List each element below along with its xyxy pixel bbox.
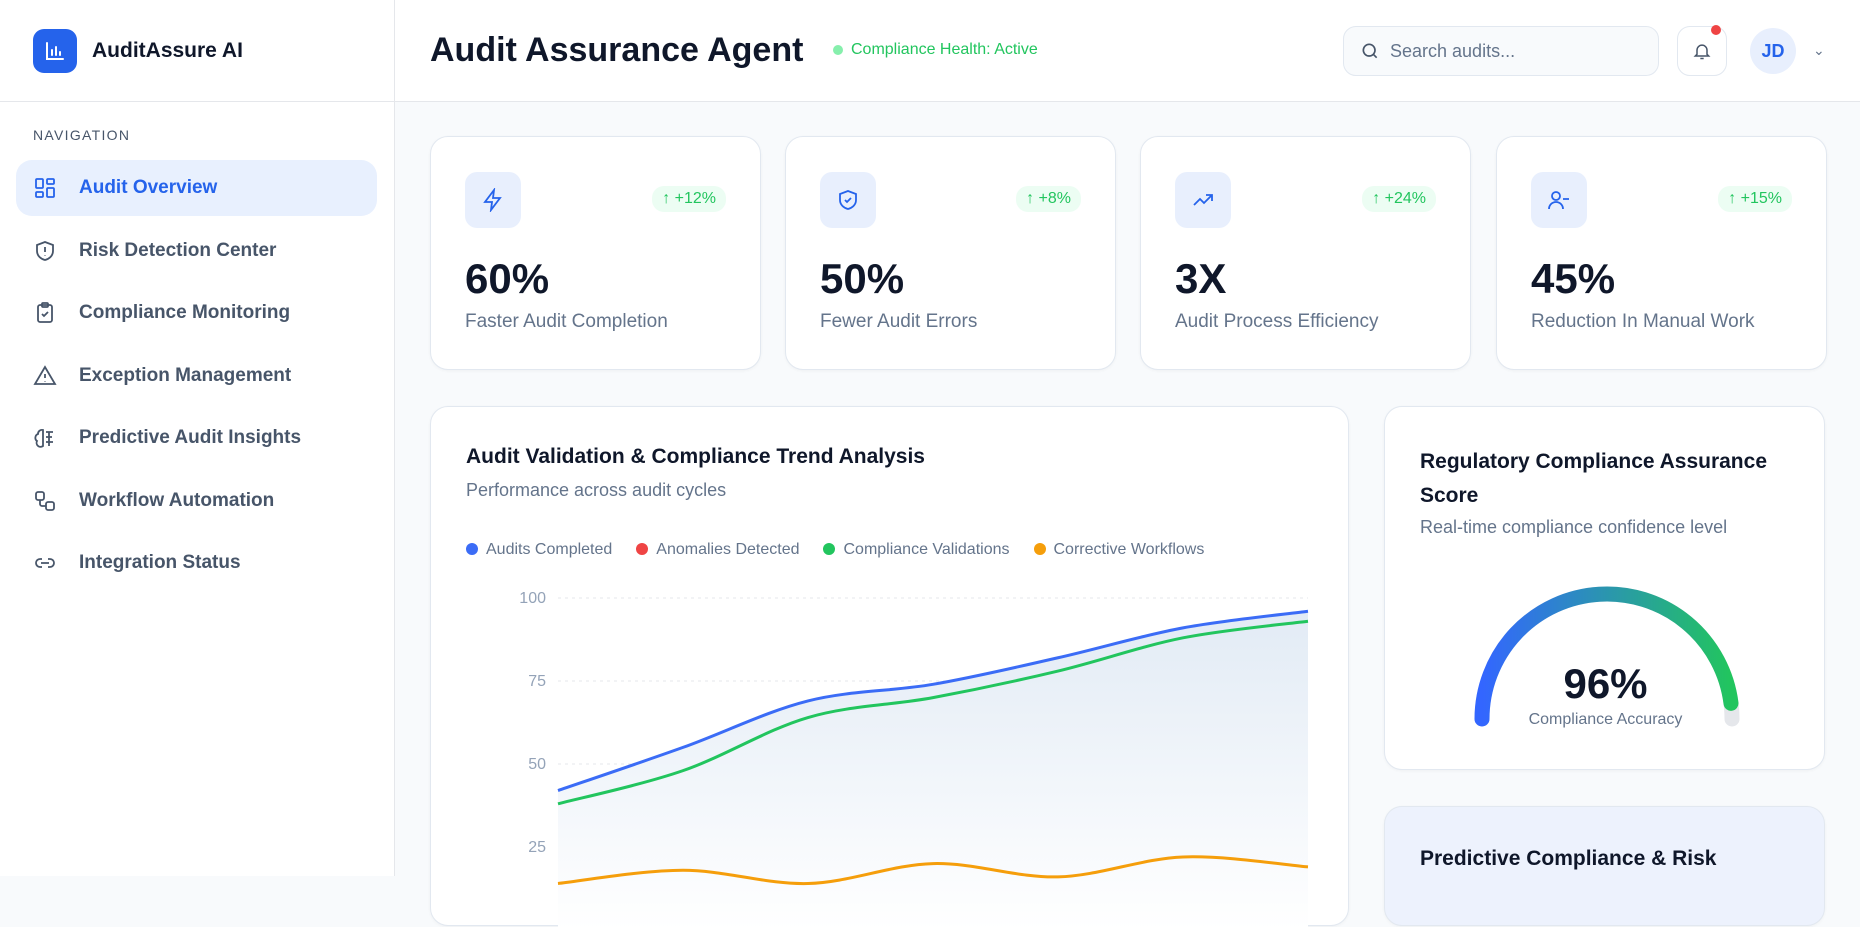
gauge: [1474, 586, 1740, 727]
gauge-title: Regulatory Compliance Assurance Score: [1420, 450, 1767, 507]
predictive-risk-card: Predictive Compliance & Risk: [1384, 806, 1825, 926]
legend-dot-icon: [1033, 543, 1046, 555]
status-badge: Compliance Health: Active: [833, 41, 1038, 59]
notification-dot: [1711, 25, 1721, 35]
change-badge: ↑ +8%: [1016, 186, 1081, 212]
sidebar-item-predictive-insights[interactable]: Predictive Audit Insights: [16, 410, 377, 466]
y-tick-label: 50: [528, 756, 546, 773]
legend-dot-icon: [636, 543, 649, 555]
stat-card: ↑ +15% 45% Reduction In Manual Work: [1496, 136, 1827, 370]
change-badge: ↑ +15%: [1718, 186, 1792, 212]
chart-title: Audit Validation & Compliance Trend Anal…: [466, 445, 925, 468]
y-tick-label: 25: [528, 839, 546, 856]
brand: AuditAssure AI: [0, 0, 394, 102]
stat-card: ↑ +24% 3X Audit Process Efficiency: [1140, 136, 1471, 370]
search-icon: [1362, 43, 1378, 59]
sidebar-item-label: Compliance Monitoring: [79, 302, 291, 323]
notifications-button[interactable]: [1677, 25, 1727, 76]
stat-value: 3X: [1175, 255, 1227, 302]
clipboard-check-icon: [37, 302, 53, 323]
status-text: Compliance Health: Active: [851, 41, 1038, 58]
search-box[interactable]: [1343, 26, 1659, 76]
header: Audit Assurance Agent Compliance Health:…: [395, 0, 1860, 102]
chart-legend: Audits Completed Anomalies Detected Compli…: [466, 541, 1204, 559]
sidebar-item-label: Predictive Audit Insights: [79, 427, 302, 448]
series-line-corrective-workflows: [557, 855, 1309, 886]
brain-icon: [34, 429, 53, 448]
search-input[interactable]: [1390, 40, 1640, 62]
chevron-down-icon[interactable]: ⌄: [1813, 42, 1825, 58]
sidebar-item-label: Exception Management: [79, 364, 292, 386]
sidebar-item-label: Workflow Automation: [79, 489, 275, 511]
sidebar-item-workflow-automation[interactable]: Workflow Automation: [16, 473, 377, 529]
gauge-fill: [1474, 586, 1739, 727]
user-minus-icon: [1531, 172, 1587, 228]
sidebar-item-exception-management[interactable]: Exception Management: [16, 348, 377, 404]
legend-dot-icon: [823, 543, 836, 555]
shield-alert-icon: [36, 240, 54, 261]
legend-label: Compliance Validations: [843, 541, 1010, 558]
brand-name: AuditAssure AI: [92, 38, 243, 62]
zap-icon: [465, 172, 521, 228]
legend-item[interactable]: Compliance Validations: [823, 541, 1010, 559]
series-line-audits-completed: [557, 609, 1309, 792]
sidebar: AuditAssure AI NAVIGATION Audit Overview…: [0, 0, 395, 876]
legend-label: Audits Completed: [486, 541, 613, 558]
stat-card: ↑ +8% 50% Fewer Audit Errors: [785, 136, 1116, 370]
workflow-icon: [35, 490, 55, 511]
y-tick-label: 75: [528, 673, 546, 690]
change-badge: ↑ +24%: [1362, 186, 1436, 212]
stat-label: Faster Audit Completion: [465, 311, 668, 332]
trend-chart: 25 50 75 100: [519, 590, 1309, 927]
compliance-score-card: Regulatory Compliance Assurance Score Re…: [1384, 406, 1825, 770]
gauge-subtitle: Real-time compliance confidence level: [1420, 517, 1728, 537]
gauge-label: Compliance Accuracy: [1528, 711, 1683, 728]
area-fill: [558, 611, 1308, 927]
status-dot-icon: [833, 45, 843, 55]
gauge-value: 96%: [1563, 660, 1648, 707]
legend-item[interactable]: Anomalies Detected: [636, 541, 799, 559]
sidebar-item-label: Audit Overview: [79, 177, 218, 198]
legend-label: Corrective Workflows: [1053, 541, 1205, 558]
sidebar-nav: Audit Overview Risk Detection Center Com…: [16, 160, 377, 598]
link-icon: [35, 558, 55, 568]
trend-chart-card: 25 50 75 100 Audit Validation & Compliance …: [430, 406, 1349, 927]
sidebar-item-integration-status[interactable]: Integration Status: [16, 535, 377, 591]
legend-item[interactable]: Audits Completed: [466, 541, 612, 559]
stat-value: 45%: [1531, 255, 1616, 302]
sidebar-item-label: Integration Status: [79, 552, 241, 573]
page-title: Audit Assurance Agent: [430, 31, 804, 69]
stat-label: Fewer Audit Errors: [820, 311, 978, 332]
sidebar-item-audit-overview[interactable]: Audit Overview: [16, 160, 377, 216]
bar-chart-logo-icon: [33, 28, 77, 73]
warning-triangle-icon: [33, 364, 57, 385]
predictive-title: Predictive Compliance & Risk: [1420, 847, 1717, 870]
shield-check-icon: [820, 172, 876, 228]
series-line-compliance-validations: [557, 619, 1309, 806]
chart-subtitle: Performance across audit cycles: [466, 480, 727, 500]
stat-value: 50%: [820, 255, 905, 302]
avatar[interactable]: JD: [1750, 28, 1796, 74]
bell-icon: [1693, 44, 1711, 60]
stat-label: Reduction In Manual Work: [1531, 311, 1755, 332]
nav-section-label: NAVIGATION: [33, 127, 131, 143]
sidebar-item-compliance-monitoring[interactable]: Compliance Monitoring: [16, 285, 377, 341]
stat-value: 60%: [465, 255, 550, 302]
sidebar-item-label: Risk Detection Center: [79, 239, 277, 261]
stat-card: ↑ +12% 60% Faster Audit Completion: [430, 136, 761, 370]
stat-label: Audit Process Efficiency: [1175, 311, 1379, 332]
grid-icon: [35, 178, 55, 198]
sidebar-item-risk-detection[interactable]: Risk Detection Center: [16, 223, 377, 279]
trending-up-icon: [1175, 172, 1231, 228]
legend-label: Anomalies Detected: [656, 541, 800, 558]
y-tick-label: 100: [519, 590, 546, 607]
legend-item[interactable]: Corrective Workflows: [1033, 541, 1205, 559]
change-badge: ↑ +12%: [652, 186, 726, 212]
legend-dot-icon: [466, 543, 478, 555]
